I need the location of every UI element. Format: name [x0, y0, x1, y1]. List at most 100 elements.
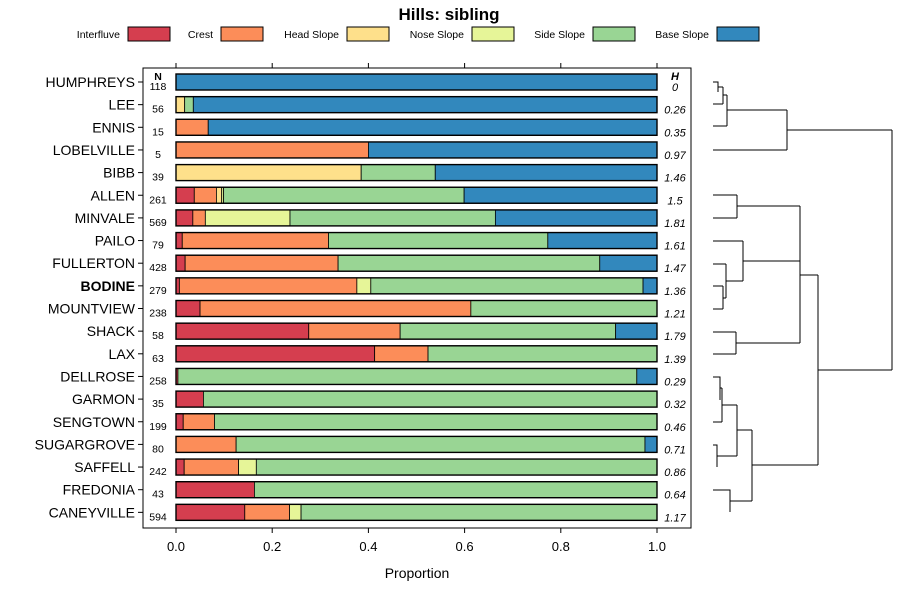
category-label: HUMPHREYS: [46, 74, 135, 90]
category-label: MINVALE: [75, 210, 135, 226]
x-axis: 0.0 0.2 0.4 0.6 0.8 1.0: [167, 63, 666, 554]
legend-label: Side Slope: [534, 29, 585, 41]
h-value: 0.46: [664, 422, 686, 434]
bar-segment: [203, 390, 658, 408]
n-value: 58: [152, 330, 164, 342]
bar-segment: [192, 209, 206, 227]
bar-segment: [175, 254, 186, 272]
chart-title: Hills: sibling: [398, 5, 499, 24]
legend-swatch: [346, 26, 390, 42]
bar-row: DELLROSE 258 0.29: [60, 367, 686, 388]
bar-outline: [175, 141, 658, 159]
bar-segment: [356, 277, 372, 295]
bar-outline: [175, 277, 658, 295]
h-value: 1.47: [664, 263, 686, 275]
category-label: BODINE: [81, 278, 135, 294]
h-value: 0.29: [664, 376, 685, 388]
h-value: 1.17: [664, 512, 686, 524]
h-value: 1.79: [664, 331, 685, 343]
category-label: DELLROSE: [60, 368, 135, 384]
bar-segment: [642, 277, 658, 295]
bar-segment: [178, 277, 358, 295]
n-value: 258: [149, 375, 167, 387]
bar-segment: [175, 73, 658, 91]
n-column-header: N: [154, 71, 162, 83]
h-column-header: H: [671, 71, 680, 83]
legend-swatch: [127, 26, 171, 42]
bar-segment: [223, 186, 465, 204]
x-tick-label: 0.4: [359, 539, 377, 554]
bar-segment: [183, 458, 239, 476]
bar-segment: [182, 413, 215, 431]
legend-label: Interfluve: [77, 29, 120, 41]
category-label: BIBB: [103, 165, 135, 181]
category-label: SUGARGROVE: [35, 436, 135, 452]
bar-row: BODINE 279 1.36: [81, 277, 687, 298]
h-value: 0.64: [664, 490, 685, 502]
bar-segment: [177, 368, 638, 385]
x-tick-label: 0.8: [552, 539, 570, 554]
bar-segment: [175, 300, 201, 317]
bar-segment: [235, 435, 646, 453]
bar-outline: [175, 254, 658, 272]
x-tick-label: 1.0: [648, 539, 666, 554]
bar-segment: [199, 300, 472, 317]
bar-segment: [214, 413, 658, 431]
bar-row: SHACK 58 1.79: [87, 322, 686, 343]
bar-segment: [463, 186, 658, 204]
bar-row: FULLERTON 428 1.47: [52, 254, 687, 275]
n-value: 199: [149, 421, 167, 433]
h-value: 1.36: [664, 286, 686, 298]
bar-outline: [175, 458, 658, 476]
bar-segment: [175, 118, 209, 136]
bar-segment: [337, 254, 601, 272]
bar-segment: [360, 164, 436, 182]
bar-segment: [175, 458, 185, 476]
bar-segment: [244, 503, 290, 521]
bar-outline: [175, 209, 658, 227]
category-label: LOBELVILLE: [53, 142, 135, 158]
bar-segment: [175, 141, 369, 159]
n-value: 5: [155, 149, 161, 161]
n-value: 238: [149, 308, 167, 320]
bar-segment: [636, 368, 658, 385]
category-label: SHACK: [87, 323, 136, 339]
n-value: 56: [152, 104, 164, 116]
bar-outline: [175, 73, 658, 91]
bar-row: LOBELVILLE 5 0.97: [53, 141, 687, 162]
bar-segment: [255, 458, 658, 476]
bar-segment: [427, 345, 658, 363]
bar-segment: [184, 254, 339, 272]
bar-outline: [175, 503, 658, 522]
bar-outline: [175, 118, 658, 137]
x-tick-label: 0.0: [167, 539, 185, 554]
n-value: 39: [152, 172, 164, 184]
category-label: PAILO: [95, 233, 135, 249]
bar-row: MOUNTVIEW 238 1.21: [48, 299, 686, 321]
n-value: 15: [152, 126, 164, 138]
legend-swatch: [220, 26, 264, 42]
n-value: 242: [149, 466, 167, 478]
category-label: LAX: [109, 346, 136, 362]
bar-rows: HUMPHREYS 118 0 LEE 56 0.26 ENNIS 15 0.35 LOBELVI…: [35, 73, 687, 524]
category-label: SAFFELL: [74, 459, 135, 475]
bar-segment: [175, 164, 362, 182]
bar-segment: [289, 209, 496, 227]
n-value: 63: [152, 353, 164, 365]
bar-segment: [204, 209, 291, 227]
h-value: 0.32: [664, 399, 685, 411]
bar-segment: [175, 503, 246, 521]
bar-outline: [175, 163, 658, 182]
h-value: 0.86: [664, 467, 686, 479]
bar-segment: [328, 232, 549, 249]
bar-row: ENNIS 15 0.35: [92, 118, 687, 139]
category-label: LEE: [109, 97, 135, 113]
h-value: 0.26: [664, 105, 686, 117]
category-label: FREDONIA: [63, 482, 136, 498]
bar-segment: [374, 345, 429, 363]
n-value: 80: [152, 443, 164, 455]
bar-segment: [300, 503, 658, 521]
bar-row: LAX 63 1.39: [109, 345, 686, 366]
h-value: 1.21: [664, 309, 685, 321]
bar-row: SAFFELL 242 0.86: [74, 458, 687, 479]
